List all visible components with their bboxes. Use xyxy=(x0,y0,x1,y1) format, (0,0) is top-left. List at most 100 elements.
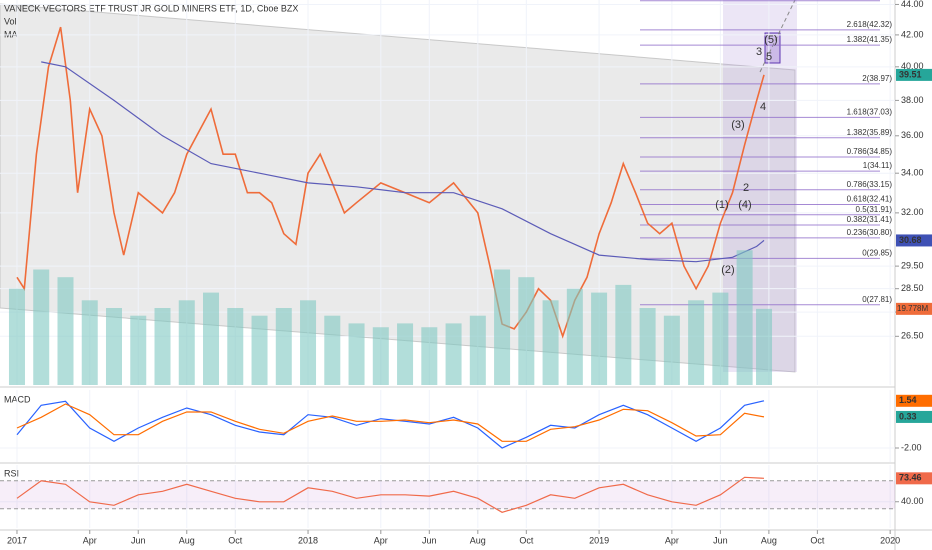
x-tick-label: Oct xyxy=(228,535,243,545)
x-tick-label: Oct xyxy=(810,535,825,545)
y-tick-label: 32.00 xyxy=(901,207,924,217)
fib-label: 0(27.81) xyxy=(862,295,892,304)
y-tick-label: 36.00 xyxy=(901,130,924,140)
volume-bar xyxy=(8,288,25,385)
price-tag xyxy=(896,234,932,247)
volume-bar xyxy=(591,292,608,385)
wave-label: (5) xyxy=(764,34,777,46)
fib-label: 1.382(35.89) xyxy=(847,128,893,137)
y-tick-label: 26.50 xyxy=(901,331,924,341)
price-tag-label: 39.51 xyxy=(899,69,922,79)
volume-bar xyxy=(251,315,268,385)
series-line xyxy=(16,403,765,442)
wave-label: 4 xyxy=(760,101,766,113)
x-tick-label: Apr xyxy=(665,535,679,545)
volume-bar xyxy=(639,308,656,385)
volume-bar xyxy=(756,308,773,385)
price-tag-label: 0.33 xyxy=(899,411,917,421)
volume-bar xyxy=(300,300,317,385)
x-tick-label: Apr xyxy=(374,535,388,545)
y-tick-label: 38.00 xyxy=(901,95,924,105)
x-tick-label: 2018 xyxy=(298,535,318,545)
fib-label: 2(38.97) xyxy=(862,74,892,83)
series-line xyxy=(41,61,765,263)
x-tick-label: Aug xyxy=(470,535,486,545)
fib-label: 0(29.85) xyxy=(862,249,892,258)
x-tick-label: 2019 xyxy=(589,535,609,545)
y-tick-label: 34.00 xyxy=(901,168,924,178)
wave-label: (4) xyxy=(738,199,751,211)
fib-label: 2.618(42.32) xyxy=(847,20,893,29)
legend-item: MA xyxy=(4,29,18,39)
volume-bar xyxy=(712,292,729,385)
series-line xyxy=(16,400,765,449)
volume-bar xyxy=(421,327,438,385)
price-tag xyxy=(896,394,932,407)
fib-label: 0.5(31.91) xyxy=(856,205,893,214)
volume-bar xyxy=(324,315,341,385)
volume-tag-label: 19.778M xyxy=(897,304,928,313)
volume-bar xyxy=(203,292,220,385)
wave-label: 3 xyxy=(756,46,762,58)
fib-label: 0.618(32.41) xyxy=(847,195,893,204)
fib-label: 1.618(37.03) xyxy=(847,107,893,116)
volume-bar xyxy=(494,269,511,385)
series-line xyxy=(16,26,765,339)
volume-bar xyxy=(227,308,244,385)
y-tick-label: -2.00 xyxy=(901,442,922,452)
y-tick-label: 28.50 xyxy=(901,283,924,293)
fib-label: 0.236(30.80) xyxy=(847,228,893,237)
volume-bar xyxy=(178,300,195,385)
x-tick-label: Aug xyxy=(761,535,777,545)
wave-label: 2 xyxy=(743,182,749,194)
wave-label: (1) xyxy=(715,199,728,211)
x-tick-label: Apr xyxy=(83,535,97,545)
volume-bar xyxy=(33,269,50,385)
volume-tag xyxy=(896,302,932,315)
volume-bar xyxy=(397,323,414,385)
volume-bar xyxy=(469,315,486,385)
volume-bar xyxy=(372,327,389,385)
projection xyxy=(759,0,796,73)
volume-bar xyxy=(445,323,462,385)
volume-bar xyxy=(566,288,583,385)
fib-label: 1(34.11) xyxy=(863,161,893,170)
channel xyxy=(0,3,796,373)
y-tick-label: 42.00 xyxy=(901,29,924,39)
volume-bar xyxy=(348,323,365,385)
fib-label: 0.382(31.41) xyxy=(847,215,893,224)
volume-bar xyxy=(542,300,559,385)
volume-bar xyxy=(615,284,632,385)
band xyxy=(0,480,895,509)
wave-label: (2) xyxy=(721,264,734,276)
volume-bar xyxy=(81,300,98,385)
volume-bar xyxy=(130,315,147,385)
volume-bar xyxy=(105,308,122,385)
y-tick-label: 44.00 xyxy=(901,0,924,9)
price-tag-label: 30.68 xyxy=(899,235,922,245)
fib-label: 1.382(41.35) xyxy=(847,35,893,44)
price-tag xyxy=(896,472,932,485)
wave-label: (3) xyxy=(731,119,744,131)
volume-bar xyxy=(57,277,74,385)
price-tag xyxy=(896,68,932,81)
x-tick-label: Aug xyxy=(179,535,195,545)
x-tick-label: Jun xyxy=(131,535,146,545)
volume-bar xyxy=(736,250,753,385)
x-tick-label: Jun xyxy=(713,535,728,545)
x-tick-label: Oct xyxy=(519,535,534,545)
fib-label: 0.786(33.15) xyxy=(847,180,893,189)
x-tick-label: Jun xyxy=(422,535,437,545)
volume-bar xyxy=(663,315,680,385)
price-tag-label: 1.54 xyxy=(899,395,917,405)
series-line xyxy=(16,476,765,513)
wave-label: 5 xyxy=(766,51,772,63)
y-tick-label: 40.00 xyxy=(901,496,924,506)
legend-item: Vol xyxy=(4,16,17,26)
fib-label: 0.786(34.85) xyxy=(847,147,893,156)
volume-bar xyxy=(688,300,705,385)
y-tick-label: 29.50 xyxy=(901,260,924,270)
price-tag-label: 73.46 xyxy=(899,473,922,483)
